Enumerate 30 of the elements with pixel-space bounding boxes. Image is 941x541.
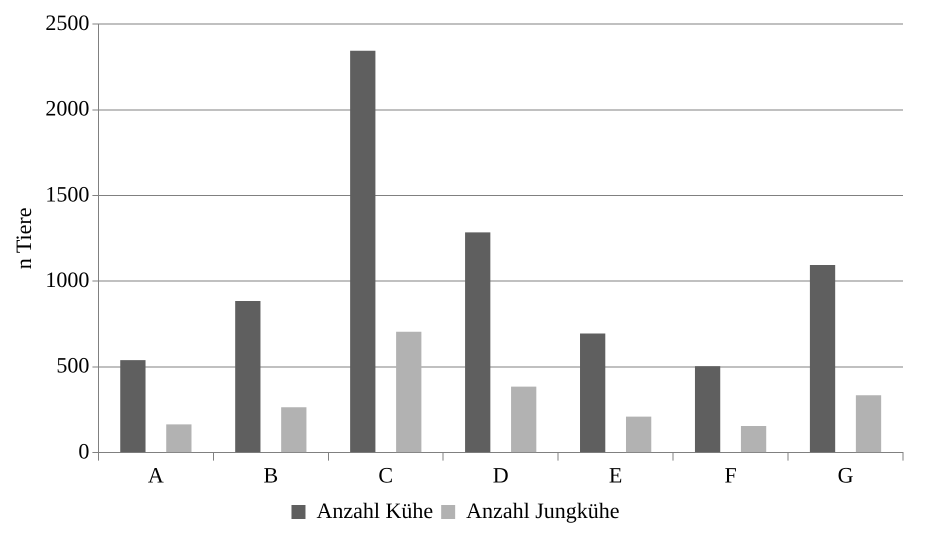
x-tick-label: G: [838, 462, 854, 488]
y-tick-label: 1000: [45, 267, 90, 292]
x-tick-label: F: [724, 462, 737, 488]
y-tick-label: 0: [78, 438, 90, 464]
y-axis-title: n Tiere: [10, 208, 36, 270]
legend-label: Anzahl Jungkühe: [466, 498, 620, 523]
x-tick-label: D: [492, 462, 509, 488]
bar: [856, 395, 882, 452]
bar: [810, 264, 836, 452]
bar: [350, 50, 376, 452]
bar: [120, 360, 146, 452]
bar: [740, 426, 766, 452]
x-tick-label: E: [608, 462, 622, 488]
bar: [694, 366, 720, 452]
bar: [281, 407, 306, 452]
y-tick-label: 2000: [45, 96, 90, 121]
bar: [580, 334, 606, 452]
legend-label: Anzahl Kühe: [316, 498, 434, 523]
x-tick-label: A: [148, 462, 164, 488]
bar: [626, 416, 652, 452]
y-tick-label: 1500: [45, 181, 90, 206]
y-tick-label: 500: [56, 352, 90, 378]
bar: [396, 332, 422, 452]
x-tick-label: C: [378, 462, 394, 488]
bar: [511, 386, 536, 452]
x-tick-label: B: [263, 462, 278, 488]
bar: [235, 300, 260, 452]
y-tick-label: 2500: [45, 10, 90, 35]
bar: [465, 232, 490, 452]
bar: [166, 424, 192, 452]
